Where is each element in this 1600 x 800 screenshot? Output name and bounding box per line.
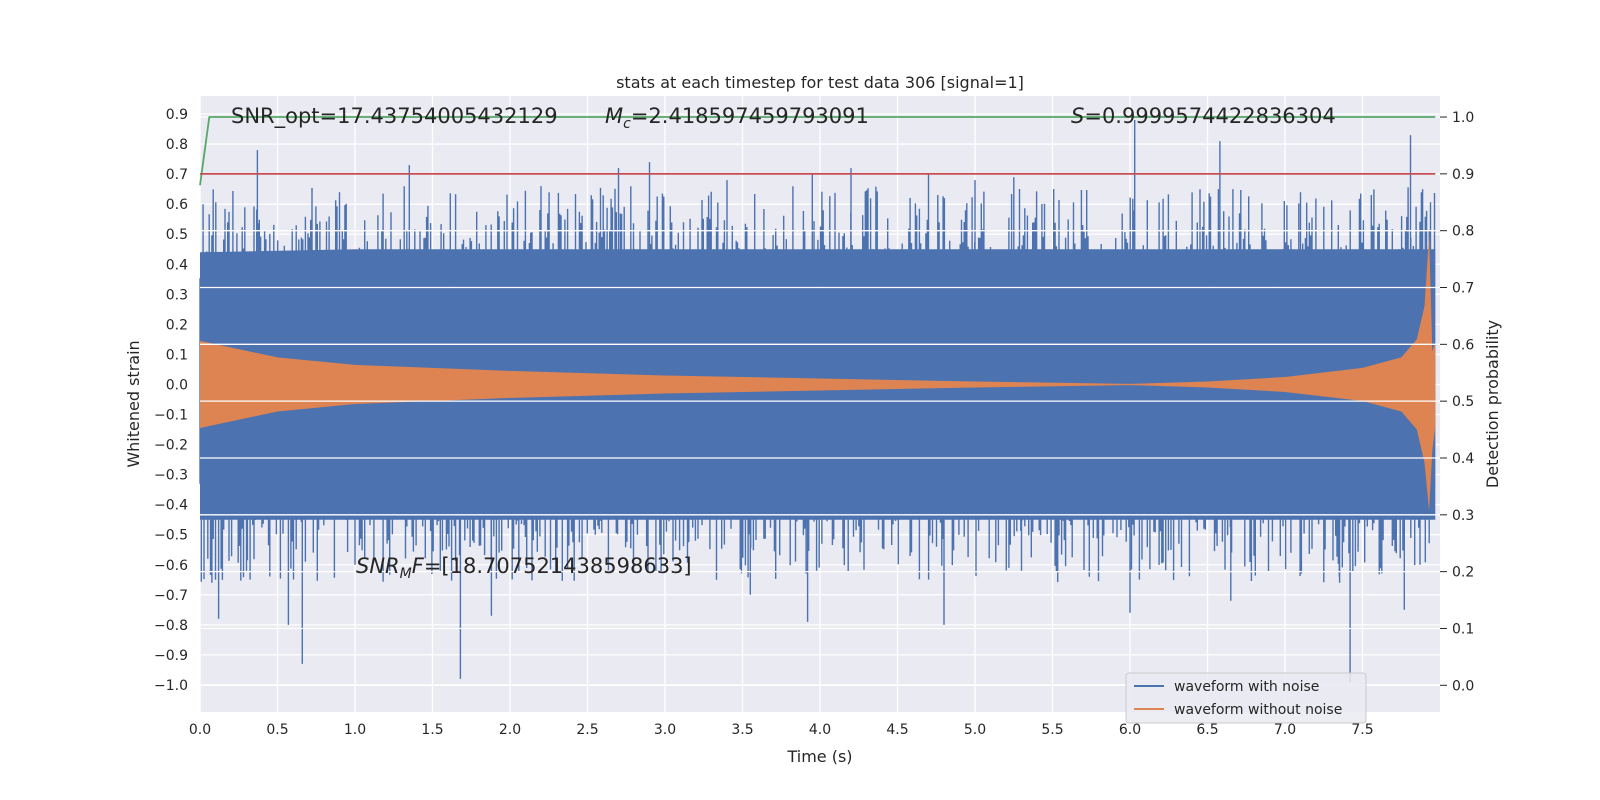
y2-ticks: 1.0 0.9 0.8 0.7 0.6 0.5 0.4 0.3 0.2 0.1 0.0 (1440, 110, 1474, 694)
x-tick-label: 0.5 (266, 722, 288, 738)
chart-title: stats at each timestep for test data 306… (616, 73, 1024, 92)
y-tick-label: 0.3 (166, 287, 188, 303)
annotation-s-symbol: S (1071, 104, 1084, 128)
y-tick-label: −0.6 (154, 558, 188, 574)
y2-tick-label: 0.8 (1452, 224, 1474, 240)
series-waveform-without-noise (200, 234, 1436, 511)
clean-band (200, 234, 1436, 511)
y-tick-label: 0.4 (166, 257, 188, 273)
x-tick-label: 4.5 (886, 722, 908, 738)
annotation-mc-value: =2.418597459793091 (631, 104, 869, 128)
y-tick-label: 0.0 (166, 377, 188, 393)
y-tick-label: 0.9 (166, 107, 188, 123)
y-tick-label: 0.2 (166, 317, 188, 333)
legend-entry-clean: waveform without noise (1174, 702, 1342, 718)
y-tick-label: −0.1 (154, 408, 188, 424)
y-tick-label: 0.1 (166, 347, 188, 363)
x-tick-label: 3.5 (731, 722, 753, 738)
y2-tick-label: 0.9 (1452, 167, 1474, 183)
y2-tick-label: 0.5 (1452, 394, 1474, 410)
legend-entry-noise: waveform with noise (1174, 679, 1319, 695)
y2-tick-label: 0.2 (1452, 565, 1474, 581)
x-tick-label: 7.0 (1274, 722, 1296, 738)
annotation-snrmf-subscript: M (400, 566, 412, 582)
x-ticks: 0.0 0.5 1.0 1.5 2.0 2.5 3.0 3.5 4.0 4.5 5.0 5.5 6.0 6… (189, 722, 1374, 738)
annotation-snr-opt: SNR_opt=17.43754005432129 (231, 104, 558, 129)
y-tick-label: 0.8 (166, 137, 188, 153)
y2-tick-label: 0.1 (1452, 621, 1474, 637)
annotation-mc: Mc=2.418597459793091 (605, 104, 869, 132)
legend-box (1125, 672, 1367, 724)
legend: waveform with noise waveform without noi… (1125, 672, 1367, 724)
annotation-mc-subscript: c (623, 116, 631, 132)
x-tick-label: 3.0 (654, 722, 676, 738)
y2-axis-label: Detection probability (1483, 320, 1502, 488)
y-axis-label: Whitened strain (124, 340, 143, 467)
y2-tick-label: 1.0 (1452, 110, 1474, 126)
x-tick-label: 6.5 (1196, 722, 1218, 738)
y2-tick-label: 0.0 (1452, 678, 1474, 694)
annotation-snrmf-symbol: SNR (356, 554, 400, 578)
annotation-snrmf-f: F (412, 554, 425, 578)
y-tick-label: −0.4 (154, 498, 188, 514)
y-tick-label: 0.5 (166, 227, 188, 243)
y-tick-label: −0.9 (154, 648, 188, 664)
series-layer (199, 116, 1440, 686)
y2-tick-label: 0.3 (1452, 508, 1474, 524)
y-tick-label: −0.5 (154, 528, 188, 544)
x-axis-label: Time (s) (786, 747, 852, 766)
y-tick-label: 0.6 (166, 197, 188, 213)
annotation-s: S=0.9999574422836304 (1071, 104, 1336, 128)
x-tick-label: 0.0 (189, 722, 211, 738)
x-tick-label: 4.0 (809, 722, 831, 738)
annotation-snrmf: SNRMF=[18.707521438598633] (356, 554, 692, 582)
x-tick-label: 1.0 (344, 722, 366, 738)
y-tick-label: −0.8 (154, 618, 188, 634)
x-tick-label: 2.5 (576, 722, 598, 738)
annotation-mc-symbol: M (605, 104, 623, 128)
y2-tick-label: 0.6 (1452, 337, 1474, 353)
y-tick-label: 0.7 (166, 167, 188, 183)
x-tick-label: 6.0 (1119, 722, 1141, 738)
y2-tick-label: 0.7 (1452, 281, 1474, 297)
annotation-s-value: =0.9999574422836304 (1084, 104, 1335, 128)
y2-tick-label: 0.4 (1452, 451, 1474, 467)
y-tick-label: −0.7 (154, 588, 188, 604)
y-tick-label: −1.0 (154, 678, 188, 694)
annotation-snrmf-value: =[18.707521438598633] (424, 554, 692, 578)
x-tick-label: 7.5 (1351, 722, 1373, 738)
x-tick-label: 1.5 (421, 722, 443, 738)
x-tick-label: 5.5 (1041, 722, 1063, 738)
y-tick-label: −0.2 (154, 438, 188, 454)
y-ticks: 0.9 0.8 0.7 0.6 0.5 0.4 0.3 0.2 0.1 0.0 −0.1 −0.2 −0… (154, 107, 188, 694)
detection-probability-line (199, 116, 1436, 186)
x-tick-label: 5.0 (964, 722, 986, 738)
y-tick-label: −0.3 (154, 468, 188, 484)
x-tick-label: 2.0 (499, 722, 521, 738)
